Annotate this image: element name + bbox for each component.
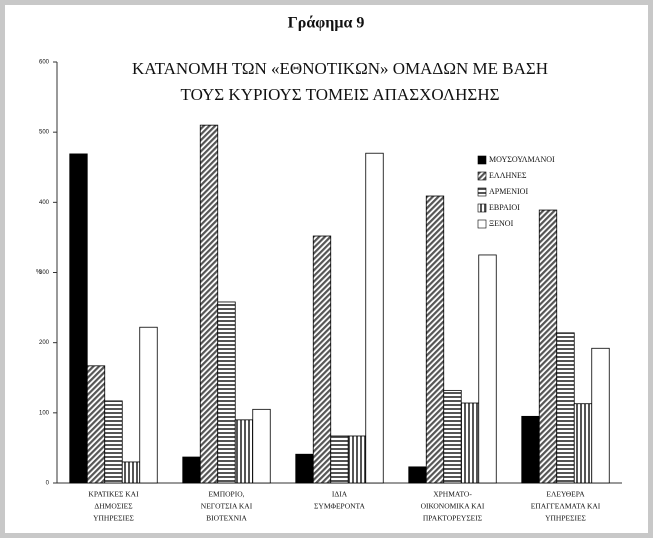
bar: [121, 461, 141, 484]
bar: [252, 408, 271, 484]
y-tick-label: 200: [39, 340, 50, 346]
legend-label: ΕΛΛΗΝΕΣ: [489, 171, 527, 180]
chart-label: Γράφημα 9: [288, 15, 365, 32]
x-tick-label: ΕΛΕΥΘΕΡΑ: [546, 490, 585, 499]
x-tick-label: ΥΠΗΡΕΣΙΕΣ: [93, 514, 134, 523]
x-tick-label: ΟΙΚΟΝΟΜΙΚΑ ΚΑΙ: [421, 502, 485, 511]
bar: [312, 235, 332, 484]
bar: [295, 453, 314, 484]
bar: [69, 153, 88, 484]
legend-swatch: [477, 187, 487, 197]
y-tick-label: 500: [39, 130, 50, 136]
x-tick-label: ΒΙΟΤΕΧΝΙΑ: [206, 514, 247, 523]
bar: [104, 400, 123, 484]
x-tick-label: ΔΗΜΟΣΙΕΣ: [94, 502, 132, 511]
bar: [538, 209, 558, 484]
bar: [139, 326, 158, 484]
legend-label: ΞΕΝΟΙ: [489, 219, 514, 228]
bar: [521, 415, 540, 484]
y-axis-label: %: [36, 270, 42, 276]
legend-swatch: [477, 171, 487, 181]
y-tick-label: 0: [46, 481, 50, 487]
chart-title: ΚΑΤΑΝΟΜΗ ΤΩΝ «ΕΘΝΟΤΙΚΩΝ» ΟΜΑΔΩΝ ΜΕ ΒΑΣΗ: [132, 59, 548, 78]
x-tick-label: ΙΔΙΑ: [332, 490, 348, 499]
bar: [217, 301, 236, 484]
y-tick-label: 600: [39, 60, 50, 66]
bar: [330, 435, 349, 484]
chart-title: ΤΟΥΣ ΚΥΡΙΟΥΣ ΤΟΜΕΙΣ ΑΠΑΣΧΟΛΗΣΗΣ: [181, 85, 500, 104]
legend-label: ΑΡΜΕΝΙΟΙ: [489, 187, 528, 196]
bar: [573, 403, 593, 484]
legend-swatch: [477, 203, 487, 213]
bar: [347, 435, 367, 484]
x-tick-label: ΕΠΑΓΓΕΛΜΑΤΑ ΚΑΙ: [531, 502, 601, 511]
bar: [86, 365, 106, 484]
bar: [460, 402, 480, 484]
bar: [591, 347, 610, 484]
bar: [408, 466, 427, 484]
legend-label: ΕΒΡΑΙΟΙ: [489, 203, 520, 212]
legend-swatch: [477, 155, 487, 165]
bar: [443, 389, 462, 484]
y-tick-label: 400: [39, 200, 50, 206]
x-tick-label: ΣΥΜΦΕΡΟΝΤΑ: [314, 502, 365, 511]
x-tick-label: ΠΡΑΚΤΟΡΕΥΣΕΙΣ: [423, 514, 482, 523]
bar: [425, 195, 445, 484]
bar: [182, 456, 201, 484]
y-tick-label: 100: [39, 410, 50, 416]
x-tick-label: ΚΡΑΤΙΚΕΣ ΚΑΙ: [88, 490, 139, 499]
x-tick-label: ΕΜΠΟΡΙΟ,: [208, 490, 244, 499]
x-tick-label: ΧΡΗΜΑΤΟ-: [433, 490, 472, 499]
x-tick-label: ΥΠΗΡΕΣΙΕΣ: [545, 514, 586, 523]
bar: [478, 254, 497, 484]
y-tick-label: 300: [39, 270, 50, 276]
legend-swatch: [477, 219, 487, 229]
x-tick-label: ΝΕΓΟΤΣΙΑ ΚΑΙ: [201, 502, 253, 511]
bar: [234, 419, 254, 484]
legend-label: ΜΟΥΣΟΥΛΜΑΝΟΙ: [489, 155, 555, 164]
bar: [556, 332, 575, 484]
bar: [365, 152, 384, 484]
bar: [199, 124, 219, 484]
